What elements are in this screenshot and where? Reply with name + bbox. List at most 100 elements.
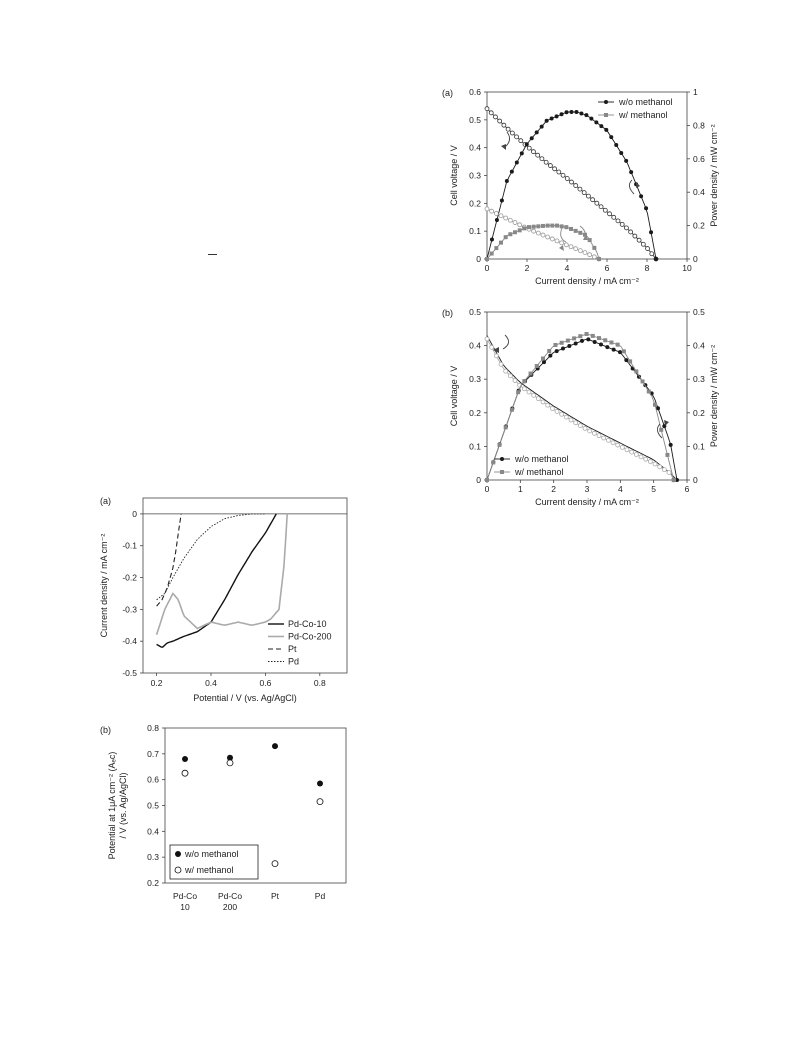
data-point [649, 230, 654, 235]
data-point [561, 346, 565, 351]
data-point [666, 470, 672, 475]
data-point [564, 110, 569, 115]
data-point [498, 361, 504, 367]
y-right-tick-label: 0.2 [693, 408, 705, 418]
legend-entry: w/ methanol [618, 110, 668, 120]
data-point [531, 228, 537, 234]
data-point [577, 186, 583, 192]
data-point [614, 143, 619, 148]
data-point [569, 110, 574, 115]
y-right-tick-label: 0.6 [693, 154, 705, 164]
y-left-tick-label: 0.1 [469, 441, 481, 451]
data-point [227, 754, 233, 761]
data-point [573, 183, 579, 188]
data-point [485, 478, 489, 482]
data-point [652, 461, 658, 467]
data-point [226, 759, 234, 767]
data-point [497, 442, 502, 447]
data-point [607, 211, 612, 217]
data-point [526, 389, 532, 395]
x-tick-label: 2 [551, 484, 556, 494]
y-left-tick-label: 0.3 [469, 171, 481, 181]
legend-entry: Pd [288, 657, 299, 667]
data-point [517, 222, 523, 228]
data-point [564, 225, 569, 230]
legend-marker [175, 851, 181, 857]
data-point [547, 163, 553, 168]
data-point [501, 122, 507, 128]
data-point [592, 245, 597, 250]
data-point [638, 454, 644, 460]
data-point [535, 396, 541, 402]
data-point [539, 124, 544, 129]
data-point [646, 389, 651, 394]
y-right-tick-label: 0.1 [693, 441, 705, 451]
data-point [522, 379, 527, 384]
data-point [582, 425, 588, 431]
y-tick-label: -0.5 [122, 668, 137, 678]
data-point [559, 112, 564, 117]
data-point [568, 244, 574, 250]
y-tick-label: -0.4 [122, 636, 137, 646]
y-right-axis-label: Power density / mW cm⁻² [709, 124, 719, 226]
data-point [634, 369, 639, 374]
data-point [609, 340, 614, 345]
legend-entry: Pd-Co-200 [288, 632, 332, 642]
x-tick-label: 5 [651, 484, 656, 494]
y-left-axis-label: Cell voltage / V [449, 366, 459, 427]
data-point [661, 467, 667, 473]
data-point [591, 430, 597, 436]
y-right-tick-label: 0.3 [693, 374, 705, 384]
legend-marker [604, 100, 608, 104]
data-point [587, 252, 593, 258]
data-point [534, 130, 539, 135]
data-point [628, 359, 633, 364]
data-point [560, 172, 566, 178]
axis-arrow [502, 334, 509, 350]
x-axis-label: Current density / mA cm⁻² [535, 497, 639, 507]
data-point [554, 349, 559, 354]
data-point [503, 368, 509, 374]
data-point [316, 798, 324, 806]
data-point [569, 179, 574, 185]
data-point [632, 233, 638, 239]
axis-arrow [629, 179, 635, 195]
y-right-tick-label: 0.4 [693, 187, 705, 197]
y-right-tick-label: 0.5 [693, 307, 705, 317]
data-point [615, 218, 621, 224]
data-point [559, 240, 565, 246]
data-point [605, 437, 611, 443]
data-point [531, 224, 536, 229]
data-point [518, 138, 524, 144]
data-point [657, 464, 663, 470]
data-point [675, 478, 679, 482]
data-point [549, 406, 555, 411]
panel-label: (a) [442, 88, 453, 98]
data-point [545, 223, 550, 228]
y-right-tick-label: 0.2 [693, 221, 705, 231]
data-point [624, 447, 630, 453]
data-point [573, 246, 579, 252]
data-point [517, 228, 522, 233]
data-point [531, 392, 537, 398]
x-tick-label: 4 [565, 263, 570, 273]
data-point [545, 234, 551, 240]
data-point [528, 371, 533, 376]
data-point [629, 170, 634, 175]
data-point [542, 360, 546, 365]
data-point [499, 198, 504, 203]
data-point [555, 223, 559, 228]
data-point [504, 178, 509, 183]
y-tick-label: 0 [132, 509, 137, 519]
series-line [156, 513, 277, 648]
data-point [493, 353, 499, 359]
data-point [512, 220, 518, 225]
y-tick-label: 0.3 [147, 852, 159, 862]
data-point [590, 197, 596, 203]
data-point [565, 338, 570, 343]
data-point [498, 213, 504, 219]
y-tick-label: -0.2 [122, 573, 137, 583]
series-line [155, 513, 288, 636]
data-point [554, 238, 560, 244]
y-tick-label: 0.5 [147, 801, 159, 811]
